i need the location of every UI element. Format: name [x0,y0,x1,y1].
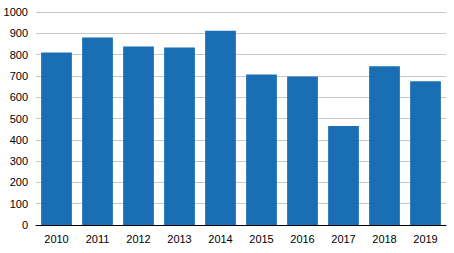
svg-text:400: 400 [10,134,28,146]
svg-text:100: 100 [10,198,28,210]
svg-text:2019: 2019 [413,233,437,245]
svg-text:700: 700 [10,70,28,82]
svg-text:2012: 2012 [126,233,150,245]
svg-text:1000: 1000 [4,6,28,18]
svg-text:200: 200 [10,176,28,188]
svg-text:2011: 2011 [86,233,110,245]
svg-text:2016: 2016 [290,233,314,245]
svg-text:2013: 2013 [167,233,191,245]
svg-text:0: 0 [22,219,28,231]
svg-text:2010: 2010 [44,233,68,245]
svg-text:2015: 2015 [249,233,273,245]
svg-text:2018: 2018 [372,233,396,245]
svg-text:900: 900 [10,27,28,39]
svg-text:2014: 2014 [208,233,232,245]
svg-text:500: 500 [10,113,28,125]
svg-text:300: 300 [10,155,28,167]
svg-text:800: 800 [10,49,28,61]
svg-text:600: 600 [10,91,28,103]
svg-text:2017: 2017 [331,233,355,245]
